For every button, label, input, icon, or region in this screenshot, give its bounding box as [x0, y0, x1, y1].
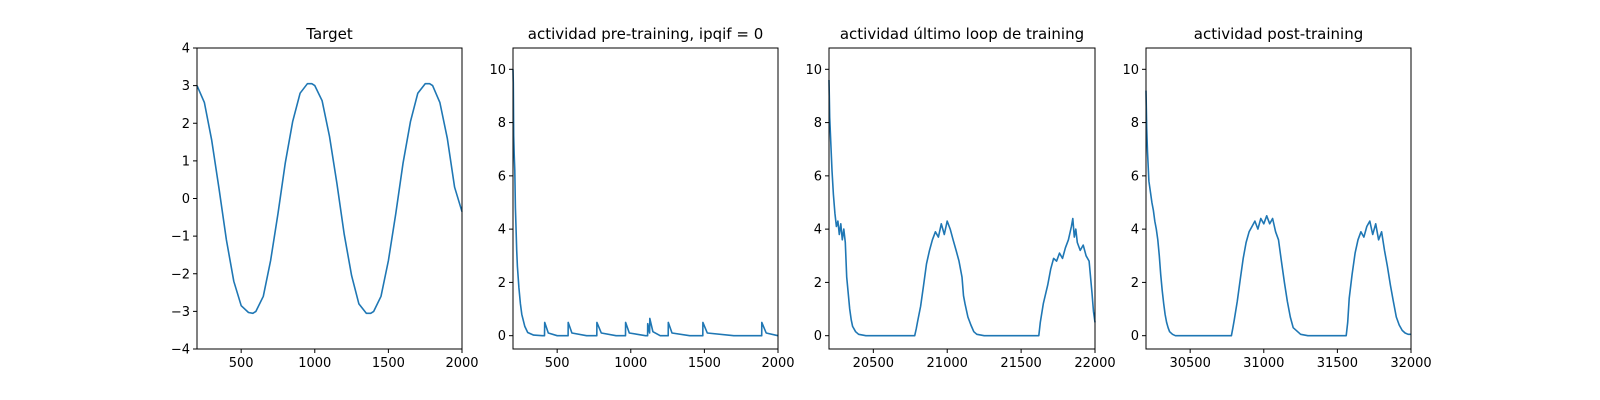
x-tick-label: 1000 — [614, 356, 647, 371]
series-line — [196, 82, 463, 315]
x-tick-label: 1500 — [688, 356, 721, 371]
y-tick-label: −4 — [171, 343, 190, 358]
y-tick-label: 0 — [498, 329, 506, 344]
x-tick-label: 22000 — [1074, 356, 1115, 371]
y-tick-label: 8 — [1131, 116, 1139, 131]
y-tick-label: 2 — [1131, 276, 1139, 291]
x-tick-label: 21000 — [927, 356, 968, 371]
y-tick-label: 1 — [182, 154, 190, 169]
y-tick-label: 2 — [498, 276, 506, 291]
series-line — [1145, 90, 1411, 337]
y-tick-label: −2 — [171, 267, 190, 282]
x-tick-label: 2000 — [445, 356, 478, 371]
chart-title: actividad post-training — [1194, 25, 1363, 43]
series-line — [512, 69, 779, 337]
x-tick-label: 500 — [545, 356, 570, 371]
x-tick-label: 20500 — [853, 356, 894, 371]
plot-frame — [196, 47, 463, 350]
y-tick-label: 2 — [182, 117, 190, 132]
y-tick-label: 6 — [498, 169, 506, 184]
subplot-4: actividad post-training 30500 31000 31500 32… — [1122, 25, 1431, 371]
plot-frame — [828, 47, 1096, 350]
x-tick-label: 31500 — [1317, 356, 1358, 371]
x-tick-label: 500 — [229, 356, 254, 371]
series-line — [828, 79, 1096, 337]
x-tick-label: 21500 — [1000, 356, 1041, 371]
y-tick-label: 4 — [1131, 223, 1139, 238]
y-tick-label: 8 — [498, 116, 506, 131]
x-tick-label: 30500 — [1169, 356, 1210, 371]
y-tick-label: 0 — [1131, 329, 1139, 344]
chart-title: actividad último loop de training — [840, 25, 1084, 43]
y-tick-label: 6 — [814, 169, 822, 184]
y-tick-label: 3 — [182, 79, 190, 94]
y-tick-label: 2 — [814, 276, 822, 291]
y-tick-label: 6 — [1131, 169, 1139, 184]
chart-title: Target — [305, 25, 353, 43]
y-tick-label: 4 — [182, 42, 190, 57]
plot-frame — [1145, 47, 1412, 350]
x-tick-label: 32000 — [1390, 356, 1431, 371]
y-tick-label: 4 — [814, 223, 822, 238]
x-tick-label: 2000 — [761, 356, 794, 371]
y-tick-label: 10 — [489, 63, 506, 78]
y-tick-label: 10 — [805, 63, 822, 78]
y-tick-label: 0 — [814, 329, 822, 344]
subplot-1: Target 500 1000 1500 2000 −4 −3 −2 −1 0 1 2 3 4 — [171, 25, 479, 371]
x-tick-label: 1000 — [298, 356, 331, 371]
y-tick-label: 4 — [498, 223, 506, 238]
y-tick-label: −1 — [171, 230, 190, 245]
subplot-2: actividad pre-training, ipqif = 0 500 1000… — [489, 25, 794, 371]
y-tick-label: 0 — [182, 192, 190, 207]
y-tick-label: −3 — [171, 305, 190, 320]
plot-frame — [512, 47, 779, 350]
x-tick-label: 1500 — [372, 356, 405, 371]
chart-title: actividad pre-training, ipqif = 0 — [528, 25, 764, 43]
x-tick-label: 31000 — [1243, 356, 1284, 371]
y-tick-label: 8 — [814, 116, 822, 131]
y-tick-label: 10 — [1122, 63, 1139, 78]
